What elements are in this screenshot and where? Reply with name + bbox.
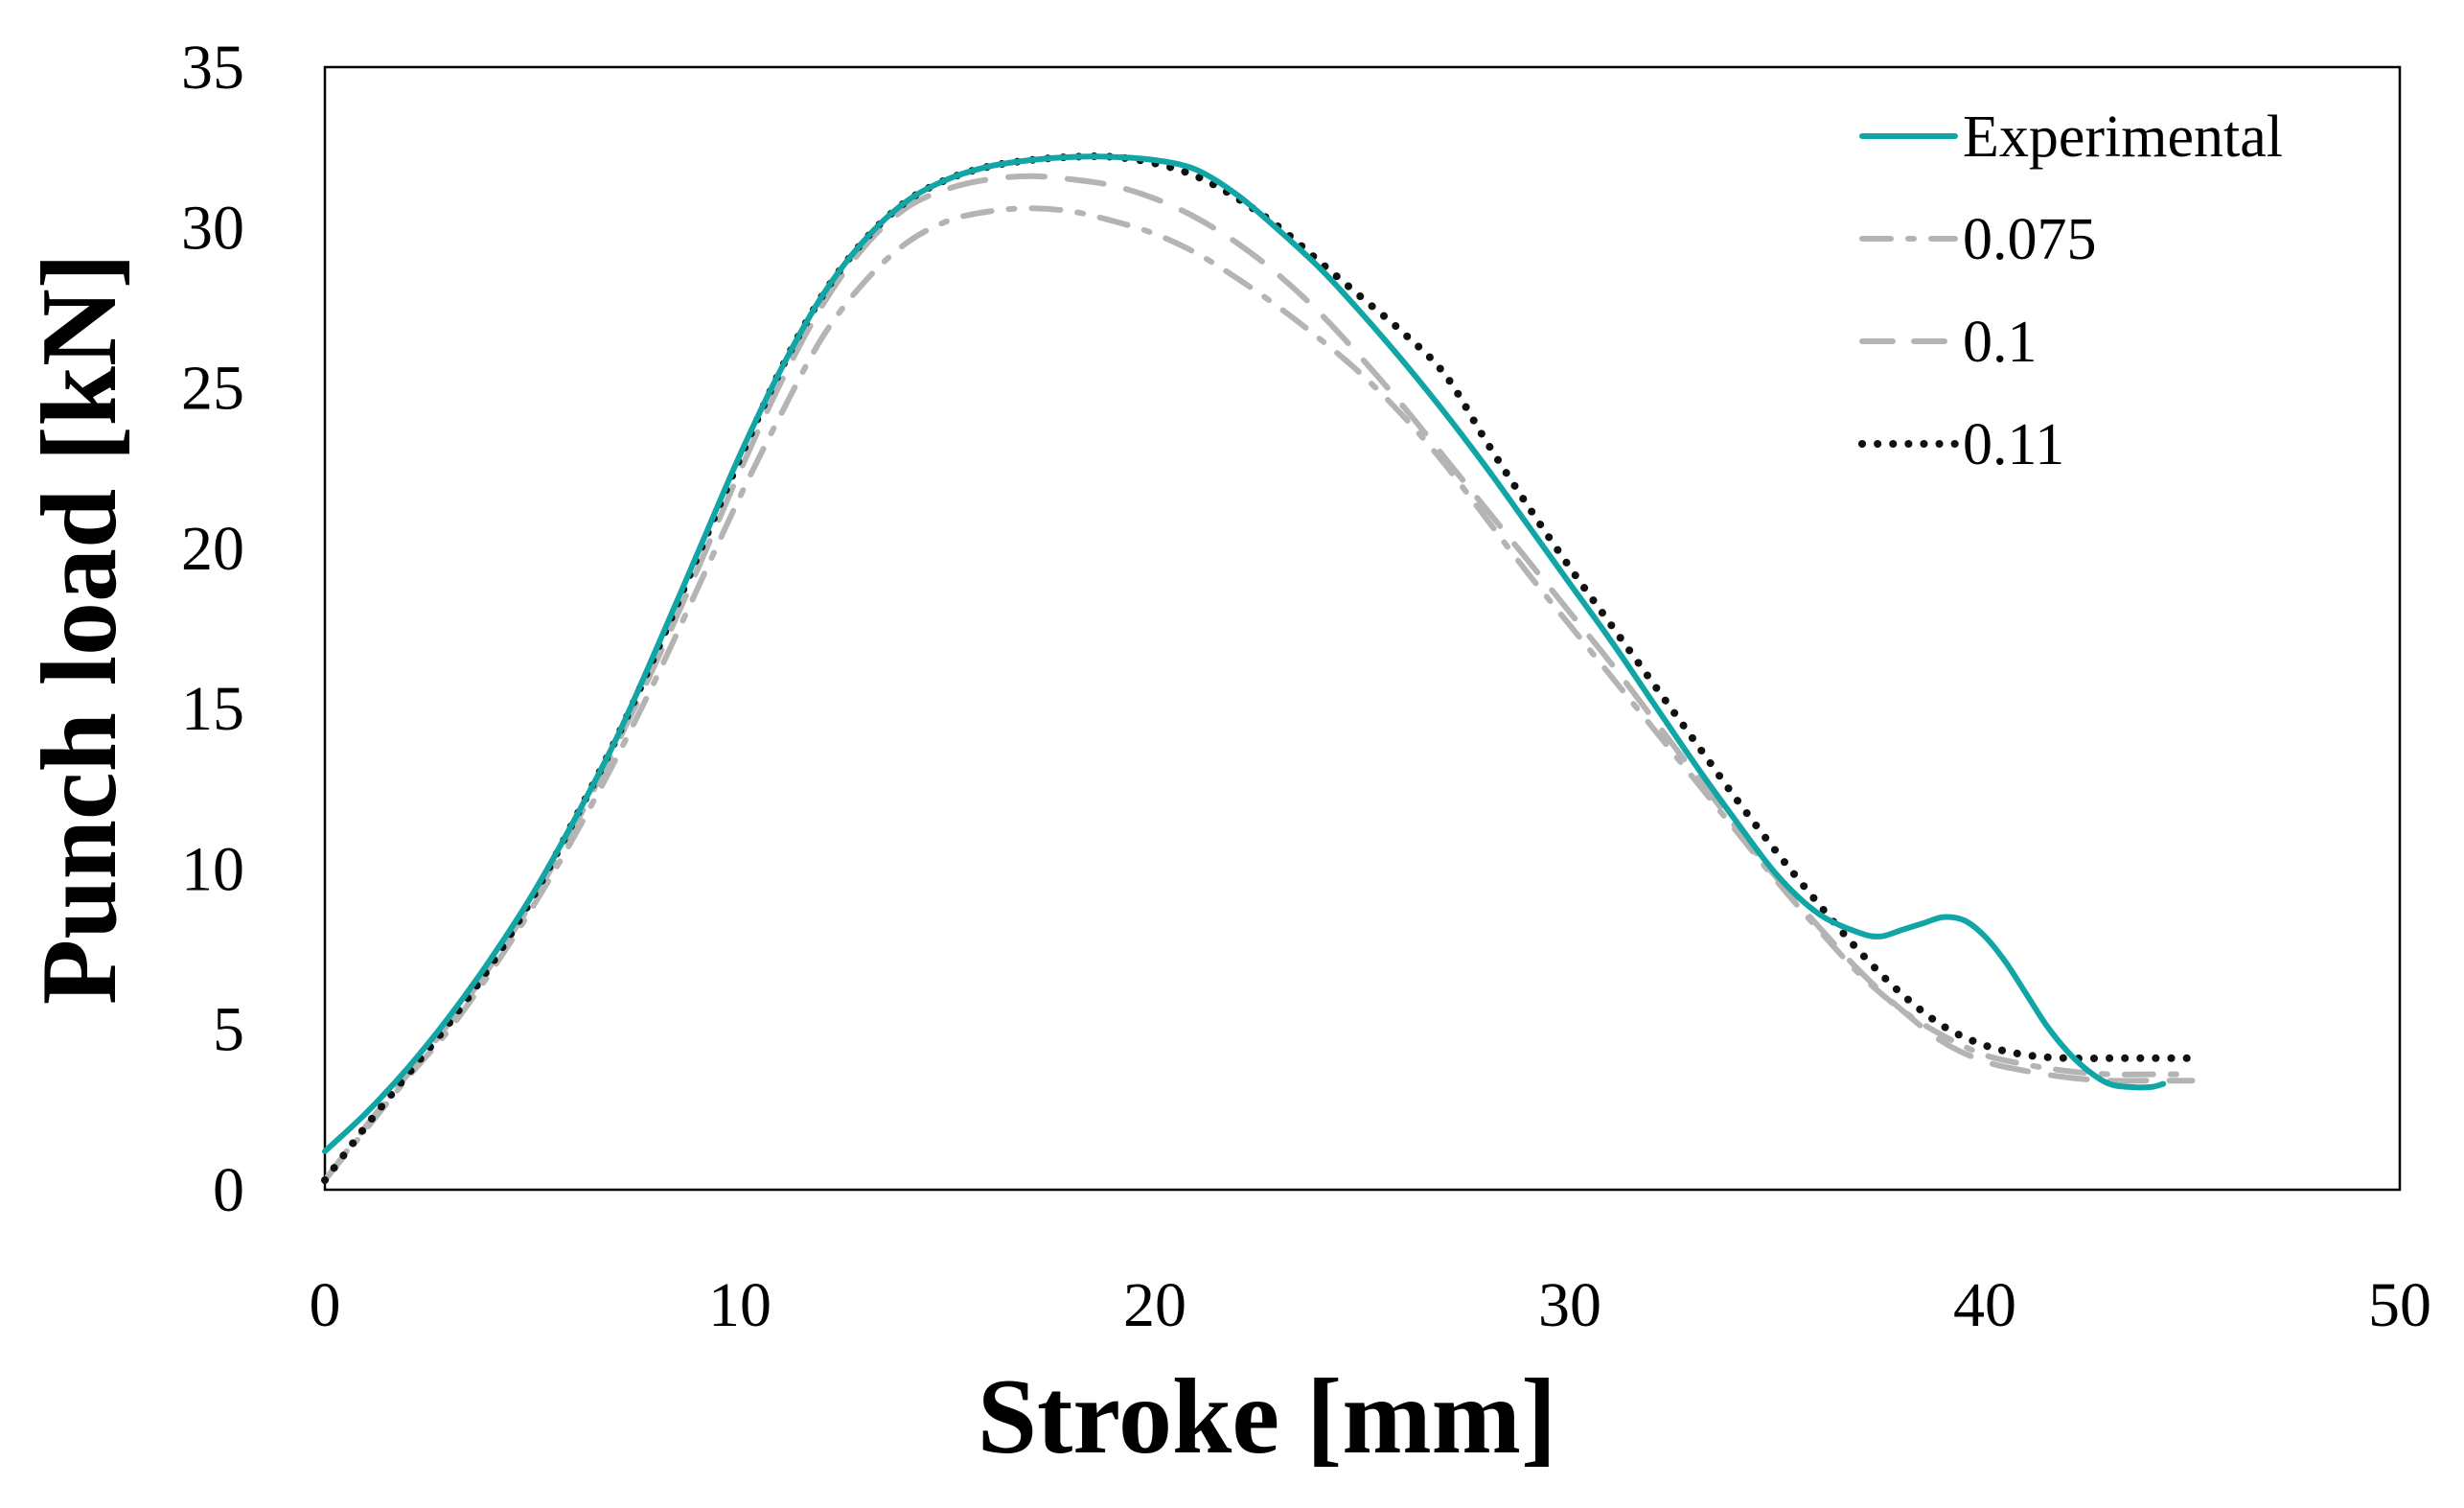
y-tick-label-4: 20 <box>181 514 244 584</box>
y-tick-label-2: 10 <box>181 834 244 904</box>
series-line-0-1 <box>322 173 2196 1183</box>
series-line-0-11 <box>321 152 2197 1184</box>
y-tick-label-3: 15 <box>181 674 244 744</box>
x-tick-label-1: 10 <box>708 1270 771 1340</box>
y-axis-title: Punch load [kN] <box>20 253 139 1005</box>
y-tick-label-1: 5 <box>213 995 244 1065</box>
x-tick-label-3: 30 <box>1538 1270 1601 1340</box>
series-line-experimental <box>322 153 2167 1154</box>
legend-label-0-075: 0.075 <box>1963 207 2097 272</box>
tick-layer: 0 10 20 30 40 50 0 5 10 15 20 25 30 35 <box>181 33 2431 1340</box>
x-tick-label-4: 40 <box>1953 1270 2016 1340</box>
legend: Experimental 0.075 0.1 0.11 <box>1858 104 2283 477</box>
x-axis-title: Stroke [mm] <box>978 1357 1556 1476</box>
y-tick-label-7: 35 <box>181 33 244 103</box>
series-layer <box>321 152 2197 1184</box>
x-tick-label-5: 50 <box>2368 1270 2431 1340</box>
x-tick-label-2: 20 <box>1123 1270 1186 1340</box>
x-tick-label-0: 0 <box>310 1270 341 1340</box>
y-tick-label-0: 0 <box>213 1155 244 1225</box>
series-line-0-075 <box>322 205 2196 1183</box>
plot-area-frame <box>323 65 2402 1192</box>
legend-label-experimental: Experimental <box>1963 104 2283 170</box>
y-tick-label-5: 25 <box>181 354 244 424</box>
legend-label-0-11: 0.11 <box>1963 412 2064 477</box>
legend-label-0-1: 0.1 <box>1963 310 2038 375</box>
y-tick-label-6: 30 <box>181 193 244 263</box>
